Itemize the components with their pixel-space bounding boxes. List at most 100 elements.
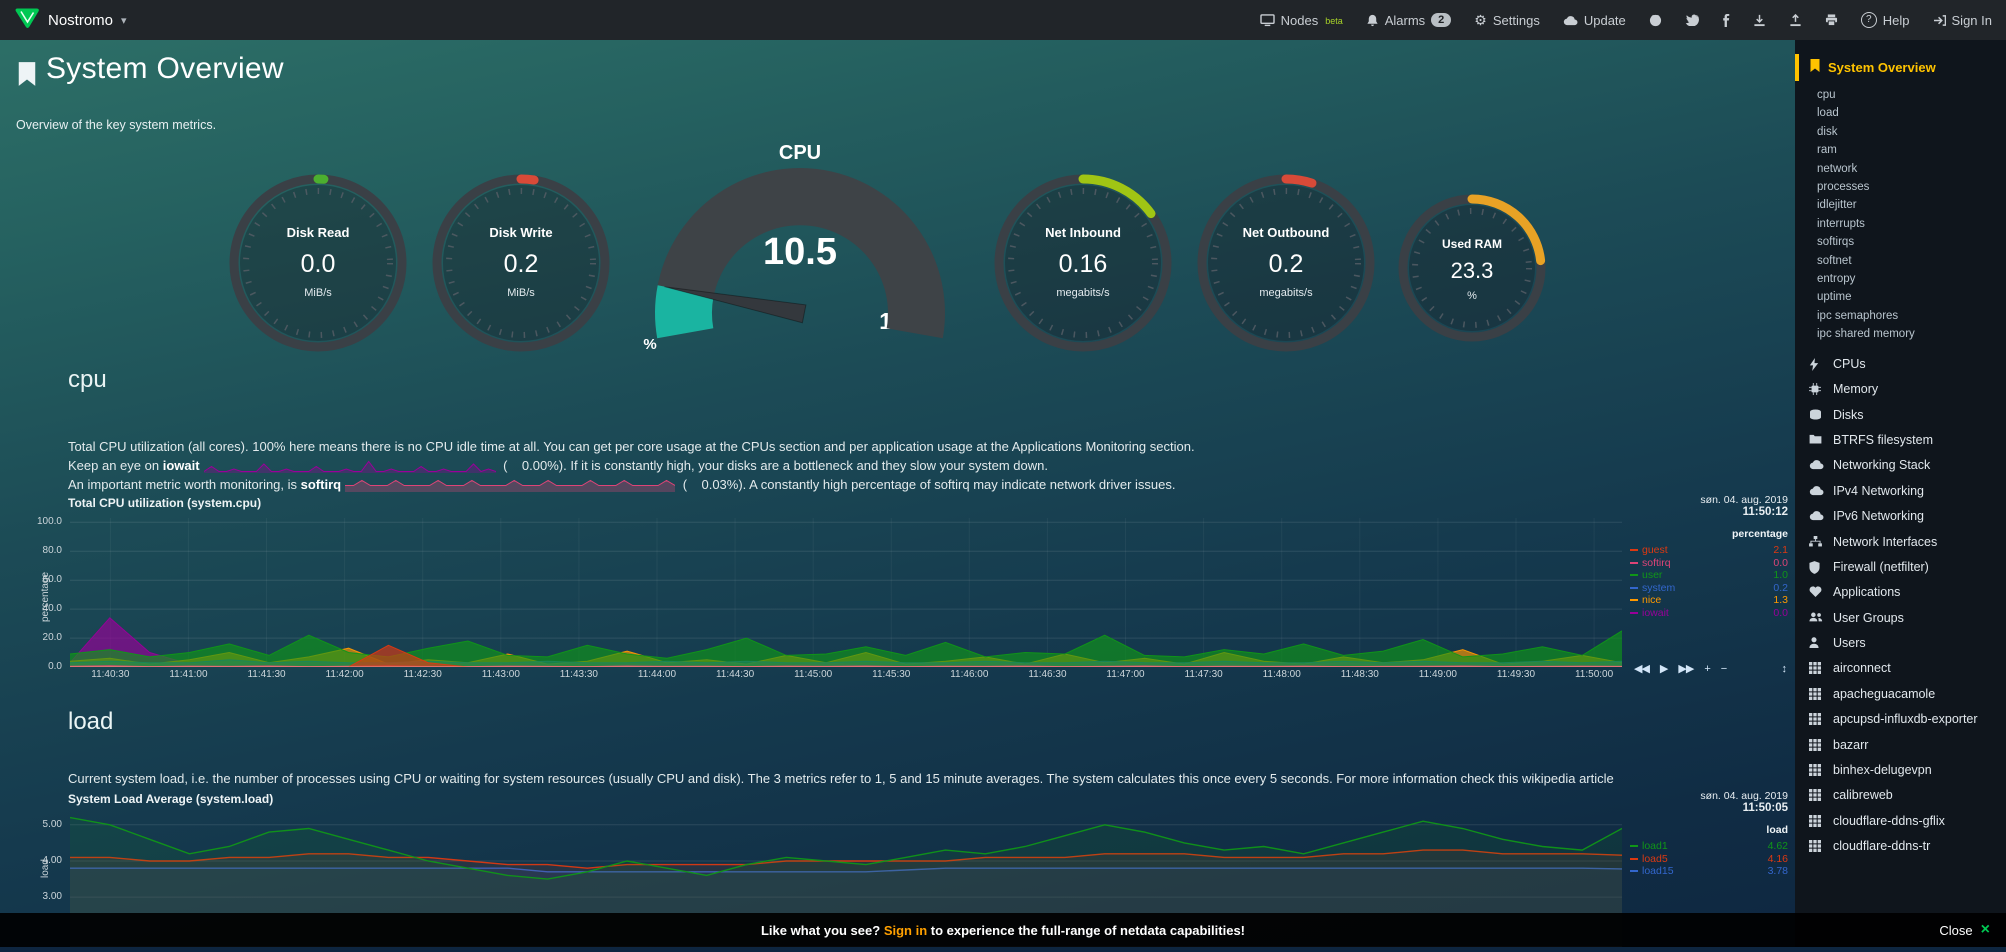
sidebar-subitem-interrupts[interactable]: interrupts bbox=[1817, 217, 1865, 230]
used-ram-gauge[interactable]: Used RAM 23.3% bbox=[1392, 188, 1552, 348]
sidebar-item-calibreweb[interactable]: calibreweb bbox=[1795, 783, 2006, 808]
export-snapshot-button[interactable] bbox=[1753, 14, 1766, 27]
net-outbound-gauge[interactable]: Net Outbound 0.2 megabits/s bbox=[1191, 168, 1381, 358]
grid-icon bbox=[1809, 712, 1825, 726]
disk-read-gauge[interactable]: Disk Read 0.0 MiB/s bbox=[223, 168, 413, 358]
navbar-actions: Nodes beta Alarms 2 ⚙ Settings Update bbox=[1259, 12, 1992, 28]
softirq-sparkline[interactable] bbox=[345, 479, 676, 493]
nodes-button[interactable]: Nodes beta bbox=[1259, 13, 1343, 28]
sidebar-item-networking-stack[interactable]: Networking Stack bbox=[1795, 453, 2006, 478]
twitter-button[interactable] bbox=[1685, 14, 1699, 26]
folder-icon bbox=[1809, 433, 1825, 444]
legend-item-guest[interactable]: guest 2.1 bbox=[1630, 544, 1788, 557]
sidebar-item-apacheguacamole[interactable]: apacheguacamole bbox=[1795, 682, 2006, 707]
play-button[interactable]: ▶ bbox=[1659, 663, 1669, 675]
zoom-out-button[interactable]: − bbox=[1720, 662, 1728, 675]
settings-button[interactable]: ⚙ Settings bbox=[1474, 13, 1540, 28]
signin-button[interactable]: Sign In bbox=[1933, 13, 1992, 28]
chip-icon bbox=[1809, 382, 1825, 396]
alarms-badge: 2 bbox=[1431, 13, 1452, 27]
alarms-label: Alarms bbox=[1384, 12, 1426, 28]
shield-icon bbox=[1809, 560, 1825, 574]
close-button[interactable]: Close × bbox=[1939, 922, 1990, 938]
iowait-sparkline[interactable] bbox=[203, 460, 496, 474]
pan-right-button[interactable]: ▶▶ bbox=[1678, 663, 1694, 675]
axis-tick-label: 11:50:00 bbox=[1574, 669, 1614, 680]
cpu-chart-plot[interactable] bbox=[69, 518, 1623, 668]
brand-menu[interactable]: Nostromo ▾ bbox=[14, 6, 127, 35]
axis-tick-label: 5.00 bbox=[42, 818, 62, 830]
legend-item-nice[interactable]: nice 1.3 bbox=[1630, 594, 1788, 607]
sidebar-item-users[interactable]: Users bbox=[1795, 631, 2006, 656]
sidebar-subitem-cpu[interactable]: cpu bbox=[1817, 89, 1836, 101]
axis-tick-label: 40.0 bbox=[42, 603, 62, 615]
sidebar-subitem-softnet[interactable]: softnet bbox=[1817, 254, 1852, 267]
sidebar-subitem-ipc-shared-memory[interactable]: ipc shared memory bbox=[1817, 328, 1915, 341]
sidebar-item-system-overview[interactable]: System Overview bbox=[1795, 54, 2006, 81]
disk-write-gauge[interactable]: Disk Write 0.2 MiB/s bbox=[426, 168, 616, 358]
sidebar-subitem-ram[interactable]: ram bbox=[1817, 144, 1837, 157]
sidebar: System Overview cpu load disk ram network pro… bbox=[1795, 40, 2006, 947]
legend-item-user[interactable]: user 1.0 bbox=[1630, 569, 1788, 582]
bookmark-icon bbox=[1809, 58, 1821, 76]
legend-item-iowait[interactable]: iowait 0.0 bbox=[1630, 607, 1788, 620]
sidebar-subitem-ipc-semaphores[interactable]: ipc semaphores bbox=[1817, 309, 1899, 322]
legend-item-load1[interactable]: load1 4.62 bbox=[1630, 840, 1788, 853]
axis-tick-label: 11:48:30 bbox=[1340, 669, 1379, 680]
legend-item-load15[interactable]: load15 3.78 bbox=[1630, 865, 1788, 878]
sidebar-item-cloudflare-ddns-gflix[interactable]: cloudflare-ddns-gflix bbox=[1795, 808, 2006, 833]
cpu-chart-toolbar: ◀◀ ▶ ▶▶ + − ↕ bbox=[1634, 662, 1787, 676]
sidebar-item-firewall-netfilter-[interactable]: Firewall (netfilter) bbox=[1795, 555, 2006, 580]
sidebar-subitem-disk[interactable]: disk bbox=[1817, 125, 1838, 138]
sidebar-subitem-network[interactable]: network bbox=[1817, 162, 1858, 175]
sidebar-item-cloudflare-ddns-tr[interactable]: cloudflare-ddns-tr bbox=[1795, 834, 2006, 859]
svg-text:megabits/s: megabits/s bbox=[1259, 287, 1313, 299]
sidebar-item-cpus[interactable]: CPUs bbox=[1795, 352, 2006, 377]
sidebar-subitem-softirqs[interactable]: softirqs bbox=[1817, 236, 1855, 249]
signin-link[interactable]: Sign in bbox=[883, 922, 928, 938]
cpu-description-2: Keep an eye on iowait ( 0.00%). If it is… bbox=[68, 458, 1048, 474]
resize-handle[interactable]: ↕ bbox=[1781, 662, 1787, 675]
cpu-gauge-title: CPU bbox=[778, 142, 822, 164]
alarms-button[interactable]: Alarms 2 bbox=[1366, 13, 1452, 28]
sidebar-subitem-load[interactable]: load bbox=[1817, 107, 1839, 120]
net-inbound-gauge[interactable]: Net Inbound 0.16 megabits/s bbox=[988, 168, 1178, 358]
sidebar-item-ipv4-networking[interactable]: IPv4 Networking bbox=[1795, 479, 2006, 504]
help-button[interactable]: ? Help bbox=[1860, 12, 1910, 28]
sidebar-item-apcupsd-influxdb-exporter[interactable]: apcupsd-influxdb-exporter bbox=[1795, 707, 2006, 732]
cpu-gauge[interactable]: 10.5 bbox=[640, 160, 960, 360]
sidebar-item-airconnect[interactable]: airconnect bbox=[1795, 656, 2006, 681]
sidebar-item-applications[interactable]: Applications bbox=[1795, 580, 2006, 605]
print-button[interactable] bbox=[1825, 14, 1838, 26]
legend-item-load5[interactable]: load5 4.16 bbox=[1630, 853, 1788, 866]
sidebar-item-ipv6-networking[interactable]: IPv6 Networking bbox=[1795, 504, 2006, 529]
axis-tick-label: 11:41:00 bbox=[169, 669, 208, 680]
update-label: Update bbox=[1583, 12, 1626, 28]
sidebar-item-network-interfaces[interactable]: Network Interfaces bbox=[1795, 529, 2006, 554]
sidebar-item-btrfs-filesystem[interactable]: BTRFS filesystem bbox=[1795, 428, 2006, 453]
svg-text:Disk Read: Disk Read bbox=[287, 225, 350, 240]
sidebar-subitem-processes[interactable]: processes bbox=[1817, 181, 1870, 194]
sidebar-item-binhex-delugevpn[interactable]: binhex-delugevpn bbox=[1795, 758, 2006, 783]
pan-left-button[interactable]: ◀◀ bbox=[1634, 663, 1650, 675]
load-description: Current system load, i.e. the number of … bbox=[68, 771, 1614, 786]
legend-item-softirq[interactable]: softirq 0.0 bbox=[1630, 557, 1788, 570]
zoom-in-button[interactable]: + bbox=[1704, 662, 1711, 675]
axis-tick-label: 11:49:00 bbox=[1418, 669, 1457, 680]
import-snapshot-button[interactable] bbox=[1789, 13, 1802, 27]
sidebar-subitem-uptime[interactable]: uptime bbox=[1817, 291, 1852, 304]
github-button[interactable] bbox=[1649, 14, 1662, 27]
sidebar-item-user-groups[interactable]: User Groups bbox=[1795, 605, 2006, 630]
sidebar-item-bazarr[interactable]: bazarr bbox=[1795, 732, 2006, 757]
legend-item-system[interactable]: system 0.2 bbox=[1630, 582, 1788, 595]
sidebar-item-disks[interactable]: Disks bbox=[1795, 402, 2006, 427]
facebook-button[interactable] bbox=[1722, 13, 1730, 27]
sidebar-subitem-idlejitter[interactable]: idlejitter bbox=[1817, 199, 1857, 212]
sidebar-subitem-entropy[interactable]: entropy bbox=[1817, 273, 1856, 286]
chevron-down-icon: ▾ bbox=[121, 14, 127, 27]
section-heading-cpu: cpu bbox=[68, 366, 107, 393]
sidebar-item-memory[interactable]: Memory bbox=[1795, 377, 2006, 402]
axis-tick-label: 11:47:30 bbox=[1184, 669, 1223, 680]
update-button[interactable]: Update bbox=[1563, 13, 1626, 28]
svg-text:Net Outbound: Net Outbound bbox=[1243, 225, 1330, 240]
